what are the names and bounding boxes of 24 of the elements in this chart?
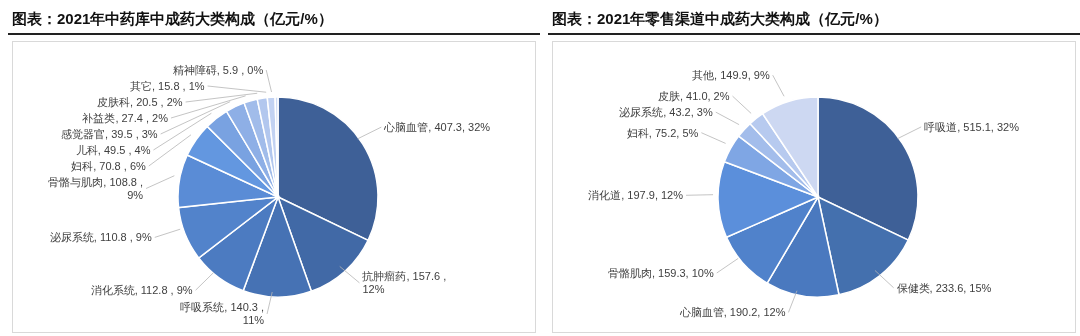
slice-label: 心脑血管, 407.3, 32% xyxy=(383,121,491,134)
slice-label: 骨骼肌肉, 159.3, 10% xyxy=(607,266,714,279)
slice-label: 心脑血管, 190.2, 12% xyxy=(678,306,786,319)
slice-label: 泌尿系统, 43.2, 3% xyxy=(619,106,713,119)
slice-label: 泌尿系统, 110.8 , 9% xyxy=(49,231,152,244)
slice-label: 妇科, 75.2, 5% xyxy=(626,126,699,139)
slice-label: 妇科, 70.8 , 6% xyxy=(71,160,147,173)
slice-label: 精神障碍, 5.9 , 0% xyxy=(172,64,264,77)
slice-label: 保健类, 233.6, 15% xyxy=(896,281,992,294)
slice-label: 呼吸系统, 140.3 , 11% xyxy=(180,301,265,327)
slice-label: 补益类, 27.4 , 2% xyxy=(82,112,169,125)
chart-title: 图表：2021年中药库中成药大类构成（亿元/%） xyxy=(8,8,540,35)
slice-label: 骨骼与肌肉, 108.8 , 9% xyxy=(48,176,144,202)
chart-title: 图表：2021年零售渠道中成药大类构成（亿元/%） xyxy=(548,8,1080,35)
slice-label: 皮肤科, 20.5 , 2% xyxy=(97,96,183,109)
slice-label: 消化系统, 112.8 , 9% xyxy=(90,284,193,297)
slice-label: 儿科, 49.5 , 4% xyxy=(75,144,151,157)
slice-label: 呼吸道, 515.1, 32% xyxy=(924,120,1020,133)
slice-label: 皮肤, 41.0, 2% xyxy=(657,90,730,103)
slice-label: 其它, 15.8 , 1% xyxy=(129,80,205,93)
slice-label: 其他, 149.9, 9% xyxy=(692,69,770,82)
slice-label: 抗肿瘤药, 157.6 , 12% xyxy=(362,270,447,296)
slice-label: 感觉器官, 39.5 , 3% xyxy=(61,128,158,141)
slice-label: 消化道, 197.9, 12% xyxy=(588,189,684,202)
